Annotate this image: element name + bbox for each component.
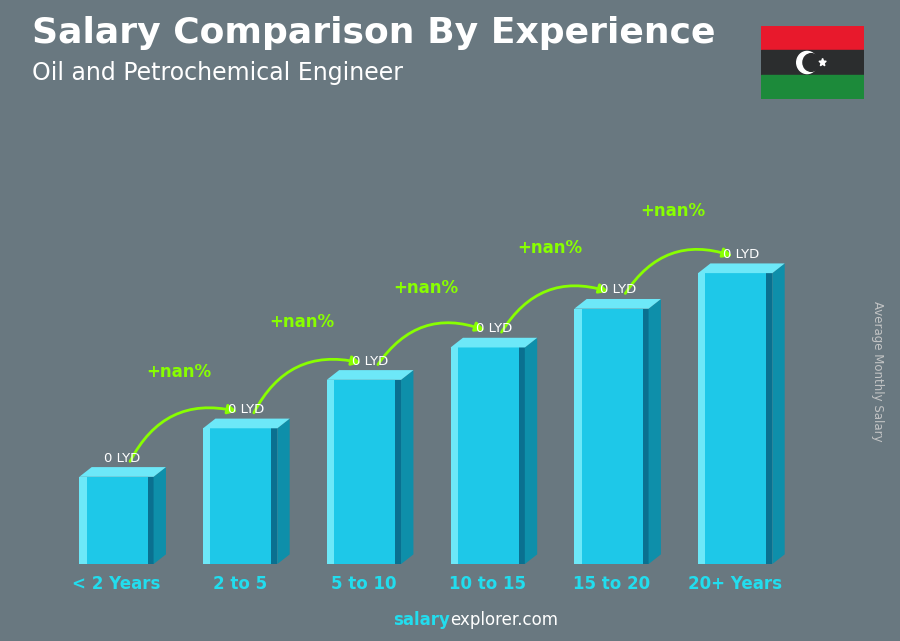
Text: 0 LYD: 0 LYD bbox=[104, 451, 140, 465]
Bar bbox=[148, 477, 154, 564]
Polygon shape bbox=[451, 338, 537, 347]
Bar bbox=[574, 309, 581, 564]
Text: Average Monthly Salary: Average Monthly Salary bbox=[871, 301, 884, 442]
Polygon shape bbox=[401, 370, 413, 564]
Polygon shape bbox=[525, 338, 537, 564]
Text: explorer.com: explorer.com bbox=[450, 612, 558, 629]
Text: +nan%: +nan% bbox=[517, 239, 582, 257]
Bar bbox=[760, 50, 864, 75]
Bar bbox=[519, 347, 525, 564]
Text: Oil and Petrochemical Engineer: Oil and Petrochemical Engineer bbox=[32, 61, 402, 85]
Bar bbox=[643, 309, 649, 564]
Circle shape bbox=[803, 54, 820, 71]
Text: Salary Comparison By Experience: Salary Comparison By Experience bbox=[32, 16, 715, 50]
Text: +nan%: +nan% bbox=[269, 313, 335, 331]
Text: 0 LYD: 0 LYD bbox=[352, 354, 388, 367]
Text: 0 LYD: 0 LYD bbox=[476, 322, 512, 335]
Bar bbox=[395, 380, 401, 564]
Bar bbox=[767, 273, 772, 564]
Polygon shape bbox=[154, 467, 166, 564]
Bar bbox=[698, 273, 706, 564]
Text: salary: salary bbox=[393, 612, 450, 629]
Bar bbox=[272, 428, 277, 564]
Bar bbox=[327, 380, 334, 564]
Text: 0 LYD: 0 LYD bbox=[724, 248, 760, 261]
Polygon shape bbox=[203, 419, 290, 428]
Bar bbox=[760, 75, 864, 99]
Bar bbox=[203, 428, 211, 564]
Bar bbox=[698, 273, 772, 564]
Bar bbox=[451, 347, 525, 564]
Polygon shape bbox=[772, 263, 785, 564]
Polygon shape bbox=[698, 263, 785, 273]
Circle shape bbox=[796, 51, 817, 74]
Bar bbox=[79, 477, 86, 564]
Bar bbox=[574, 309, 649, 564]
Text: 0 LYD: 0 LYD bbox=[599, 283, 635, 296]
Polygon shape bbox=[819, 58, 826, 66]
Bar bbox=[327, 380, 401, 564]
Bar bbox=[451, 347, 458, 564]
Polygon shape bbox=[574, 299, 661, 309]
Text: +nan%: +nan% bbox=[641, 202, 706, 220]
Bar bbox=[79, 477, 154, 564]
Polygon shape bbox=[277, 419, 290, 564]
Polygon shape bbox=[649, 299, 661, 564]
Polygon shape bbox=[79, 467, 166, 477]
Bar bbox=[203, 428, 277, 564]
Text: +nan%: +nan% bbox=[393, 279, 458, 297]
Text: 0 LYD: 0 LYD bbox=[229, 403, 265, 416]
Bar bbox=[760, 26, 864, 50]
Polygon shape bbox=[327, 370, 413, 380]
Text: +nan%: +nan% bbox=[146, 363, 211, 381]
